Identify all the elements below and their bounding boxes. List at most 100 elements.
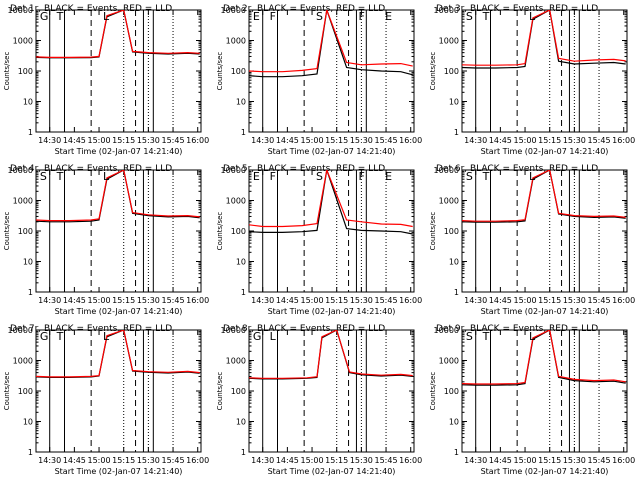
y-tick-label: 1: [454, 448, 459, 457]
interval-marker: F: [358, 10, 364, 23]
interval-marker: S: [316, 10, 323, 23]
x-tick-label: 14:45: [276, 456, 299, 465]
x-tick-label: 15:45: [588, 296, 611, 305]
plot-frame: [461, 329, 628, 453]
y-tick-label: 1000: [439, 37, 459, 46]
y-axis-label: Counts/sec: [429, 212, 437, 251]
x-tick-label: 15:00: [88, 136, 111, 145]
y-axis-label: Counts/sec: [216, 372, 224, 411]
interval-marker: S: [466, 10, 473, 23]
x-tick-label: 15:45: [162, 136, 185, 145]
y-tick-label: 1000: [13, 357, 33, 366]
y-axis-label: Counts/sec: [3, 372, 11, 411]
x-tick-label: 15:15: [325, 296, 348, 305]
x-tick-label: 15:15: [325, 136, 348, 145]
y-tick-label: 10000: [221, 166, 246, 175]
y-tick-label: 10: [236, 98, 246, 107]
interval-marker: L: [103, 10, 110, 23]
y-tick-label: 1: [241, 128, 246, 137]
y-tick-label: 10: [23, 98, 33, 107]
y-tick-label: 10000: [434, 6, 459, 15]
interval-marker: F: [358, 170, 364, 183]
x-tick-label: 15:30: [563, 136, 586, 145]
interval-marker: E: [253, 170, 260, 183]
x-tick-label: 15:00: [514, 136, 537, 145]
panel-title: Det 5r, BLACK = Events, RED = LLD: [223, 164, 385, 174]
series-lld: [462, 330, 626, 385]
x-tick-label: 14:45: [276, 136, 299, 145]
y-tick-label: 1: [454, 128, 459, 137]
x-tick-label: 15:45: [162, 456, 185, 465]
panel-title: Det 9r, BLACK = Events, RED = LLD: [436, 324, 598, 334]
interval-marker: E: [385, 10, 392, 23]
x-tick-label: 15:45: [588, 456, 611, 465]
x-tick-label: 16:00: [186, 136, 209, 145]
panel-title: Det 4r, BLACK = Events, RED = LLD: [10, 164, 172, 174]
series-lld: [36, 330, 200, 378]
y-tick-label: 1000: [226, 357, 246, 366]
x-tick-label: 14:30: [38, 296, 61, 305]
detector-panel-3: 1 10 100 1000 10000 14:30 14:45 15:00 15:15 15:30…: [429, 4, 635, 156]
y-axis-label: Counts/sec: [3, 52, 11, 91]
interval-marker: F: [270, 170, 276, 183]
plot-frame: [461, 169, 628, 293]
interval-marker: L: [103, 170, 110, 183]
x-tick-label: 15:00: [514, 456, 537, 465]
y-tick-label: 10000: [8, 166, 33, 175]
x-tick-label: 14:45: [489, 456, 512, 465]
x-tick-label: 16:00: [612, 456, 635, 465]
detector-panel-4: 1 10 100 1000 10000 14:30 14:45 15:00 15:15 15:30…: [3, 164, 209, 316]
x-tick-label: 15:00: [514, 296, 537, 305]
series-lld: [249, 170, 413, 228]
x-tick-label: 14:30: [251, 136, 274, 145]
x-tick-label: 16:00: [399, 296, 422, 305]
detector-panel-8: 1 10 100 1000 10000 14:30 14:45 15:00 15:15 15:30…: [216, 324, 422, 476]
interval-marker: S: [466, 170, 473, 183]
y-tick-label: 10000: [8, 326, 33, 335]
interval-marker: E: [253, 10, 260, 23]
plot-frame: [35, 9, 202, 133]
x-tick-label: 15:15: [538, 136, 561, 145]
x-axis-label: Start Time (02-Jan-07 14:21:40): [55, 147, 183, 156]
x-tick-label: 15:45: [375, 456, 398, 465]
y-tick-label: 1: [454, 288, 459, 297]
plot-frame: [248, 329, 415, 453]
x-tick-label: 16:00: [612, 296, 635, 305]
x-tick-label: 15:30: [137, 296, 160, 305]
x-tick-label: 15:30: [350, 456, 373, 465]
series-events: [249, 170, 413, 235]
y-tick-label: 1000: [439, 197, 459, 206]
x-axis-label: Start Time (02-Jan-07 14:21:40): [268, 147, 396, 156]
y-axis-label: Counts/sec: [216, 212, 224, 251]
interval-marker: L: [529, 330, 536, 343]
y-axis-label: Counts/sec: [216, 52, 224, 91]
panel-title: Det 1r, BLACK = Events, RED = LLD: [10, 4, 172, 14]
x-tick-label: 14:30: [464, 456, 487, 465]
x-tick-label: 14:45: [63, 136, 86, 145]
panel-title: Det 2r, BLACK = Events, RED = LLD: [223, 4, 385, 14]
y-tick-label: 10000: [434, 326, 459, 335]
plot-frame: [35, 329, 202, 453]
x-tick-label: 15:15: [112, 136, 135, 145]
x-tick-label: 16:00: [186, 456, 209, 465]
x-tick-label: 15:00: [301, 456, 324, 465]
x-tick-label: 16:00: [399, 136, 422, 145]
y-tick-label: 10000: [221, 326, 246, 335]
y-tick-label: 100: [231, 67, 246, 76]
interval-marker: T: [482, 170, 490, 183]
x-tick-label: 14:45: [276, 296, 299, 305]
y-tick-label: 10000: [8, 6, 33, 15]
detector-panel-9: 1 10 100 1000 10000 14:30 14:45 15:00 15:15 15:30…: [429, 324, 635, 476]
interval-marker: T: [56, 10, 64, 23]
interval-marker: S: [466, 330, 473, 343]
y-tick-label: 100: [231, 227, 246, 236]
panel-title: Det 7r, BLACK = Events, RED = LLD: [10, 324, 172, 334]
x-tick-label: 16:00: [399, 456, 422, 465]
y-tick-label: 10: [236, 418, 246, 427]
interval-marker: L: [529, 170, 536, 183]
x-axis-label: Start Time (02-Jan-07 14:21:40): [481, 467, 609, 476]
series-lld: [36, 10, 200, 59]
detector-panel-2: 1 10 100 1000 10000 14:30 14:45 15:00 15:15 15:30…: [216, 4, 422, 156]
interval-marker: T: [56, 170, 64, 183]
x-tick-label: 14:30: [464, 296, 487, 305]
